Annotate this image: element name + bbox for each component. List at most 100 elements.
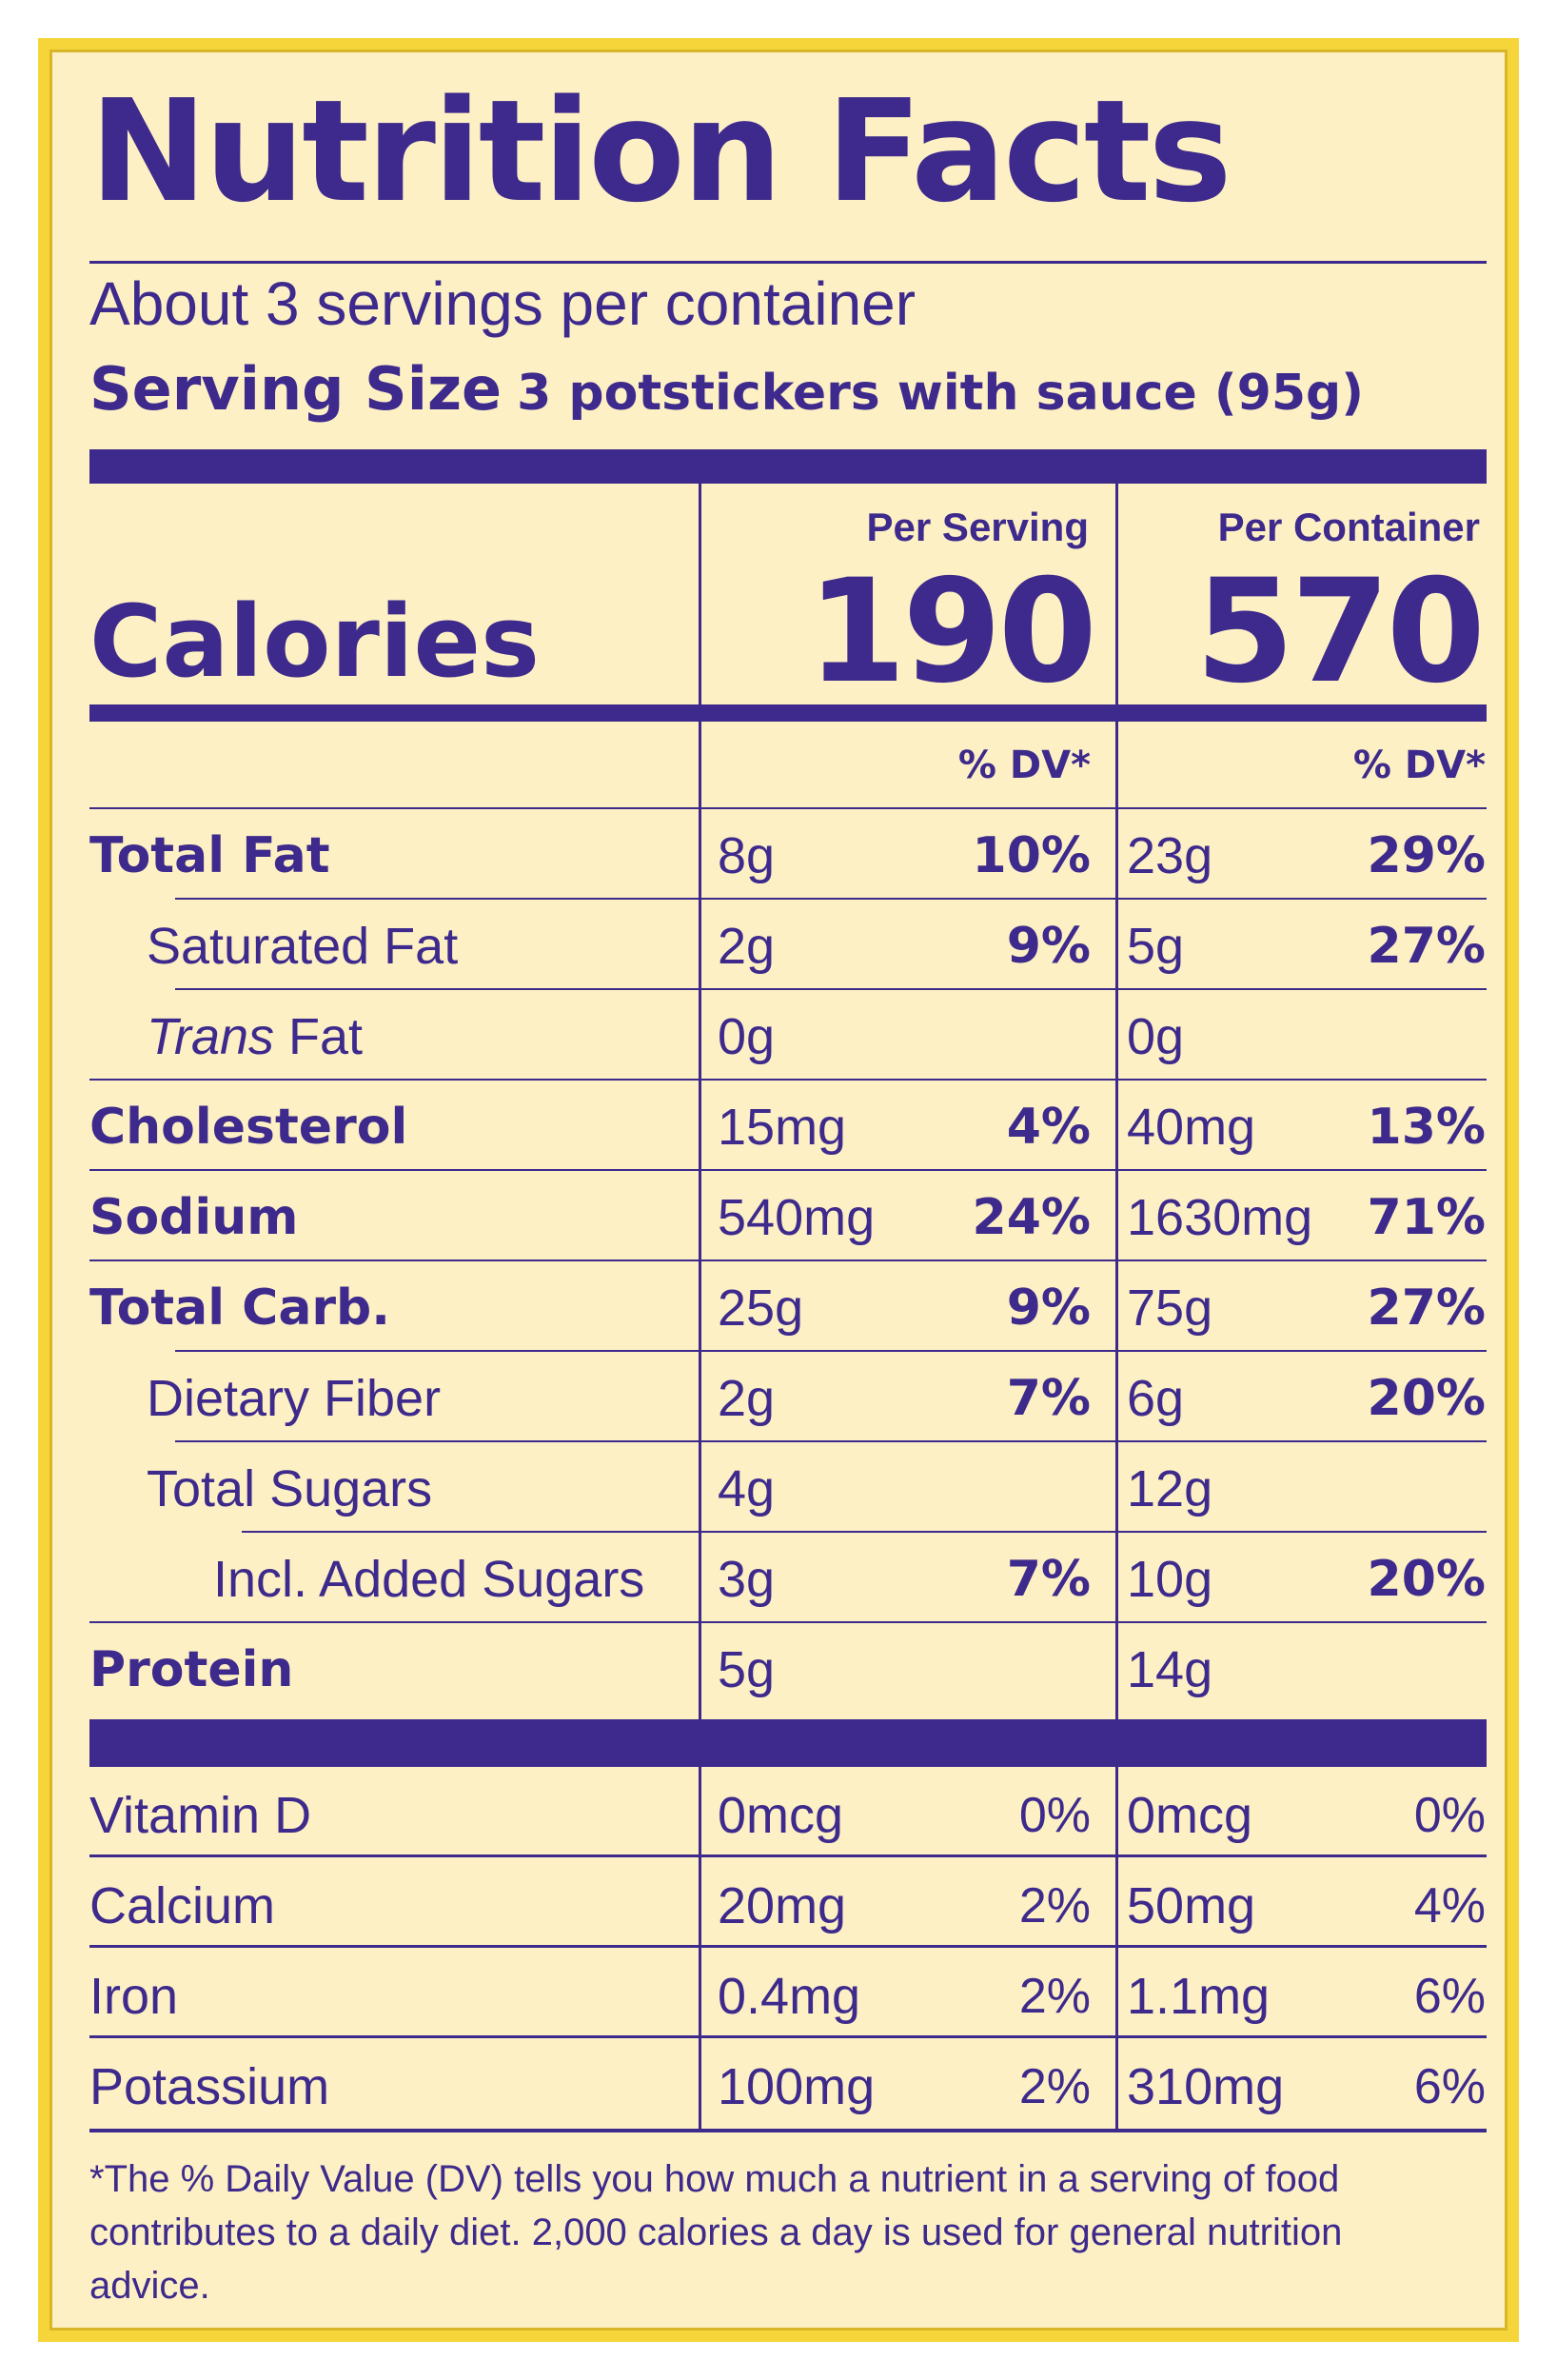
row-divider <box>89 1854 1487 1857</box>
calories-divider <box>89 704 1487 722</box>
vitamin-name: Calcium <box>89 1877 276 1934</box>
nutrient-name: Trans Fat <box>147 994 363 1080</box>
vitamin-serving-amount: 0.4mg <box>718 1968 861 2025</box>
row-divider <box>175 1440 1487 1442</box>
vitamin-serving-dv: 2% <box>1018 1878 1091 1934</box>
thick-divider-top <box>89 449 1487 484</box>
vitamin-serving-dv: 0% <box>1018 1788 1091 1843</box>
nutrient-serving-amount: 15mg <box>718 1099 847 1156</box>
nutrient-row: Dietary Fiber 2g 7% 6g 20% <box>89 1352 1487 1442</box>
vitamin-row: Calcium 20mg 2% 50mg 4% <box>89 1857 1487 1948</box>
vitamin-container-amount: 50mg <box>1127 1877 1256 1934</box>
per-serving-header: Per Serving <box>866 505 1089 549</box>
row-divider <box>89 1945 1487 1948</box>
vitamin-container-amount: 1.1mg <box>1127 1968 1271 2025</box>
row-divider <box>89 1259 1487 1261</box>
nutrient-name-rest: Fat <box>274 1008 364 1065</box>
nutrition-label: Nutrition Facts About 3 servings per con… <box>38 38 1519 2342</box>
nutrient-serving-amount: 8g <box>718 827 776 884</box>
serving-size-value: 3 potstickers with sauce (95g) <box>517 365 1365 422</box>
nutrient-row: Total Fat 8g 10% 23g 29% <box>89 809 1487 900</box>
vitamin-name: Potassium <box>89 2058 330 2115</box>
column-divider-nutrients-2 <box>1115 722 1118 1719</box>
nutrient-container-amount: 5g <box>1127 918 1185 975</box>
nutrient-container-dv: 27% <box>1367 1279 1486 1337</box>
nutrient-row: Total Sugars 4g 12g <box>89 1442 1487 1533</box>
row-divider <box>89 2035 1487 2038</box>
per-container-header: Per Container <box>1217 505 1480 549</box>
footnote-divider <box>89 2129 1487 2132</box>
row-divider <box>89 1169 1487 1171</box>
nutrient-name: Incl. Added Sugars <box>213 1551 645 1608</box>
nutrient-name: Total Fat <box>89 827 330 884</box>
nutrient-row: Trans Fat 0g 0g <box>89 990 1487 1081</box>
nutrient-container-dv: 71% <box>1367 1189 1486 1246</box>
vitamin-container-dv: 6% <box>1413 2059 1486 2114</box>
nutrient-serving-amount: 25g <box>718 1279 804 1337</box>
nutrient-container-amount: 0g <box>1127 1008 1185 1065</box>
nutrient-container-dv: 27% <box>1367 918 1486 975</box>
nutrient-container-dv: 29% <box>1367 827 1486 884</box>
nutrient-container-dv: 20% <box>1367 1370 1486 1427</box>
nutrient-container-amount: 40mg <box>1127 1099 1256 1156</box>
nutrient-name-italic: Trans <box>147 1008 275 1065</box>
serving-size-label: Serving Size <box>89 354 503 424</box>
nutrient-row: Protein 5g 14g <box>89 1623 1487 1714</box>
nutrient-serving-dv: 4% <box>1006 1099 1091 1156</box>
nutrient-name: Total Sugars <box>147 1460 433 1517</box>
vitamin-container-dv: 4% <box>1413 1878 1486 1934</box>
dv-header-container: % DV* <box>1352 744 1486 787</box>
nutrient-container-dv: 20% <box>1367 1551 1486 1608</box>
vitamin-container-dv: 6% <box>1413 1969 1486 2024</box>
vitamin-container-amount: 0mcg <box>1127 1787 1253 1844</box>
nutrient-serving-amount: 4g <box>718 1460 776 1517</box>
nutrient-serving-dv: 9% <box>1006 918 1091 975</box>
column-divider-calories-2 <box>1115 484 1118 704</box>
nutrient-container-dv: 13% <box>1367 1099 1486 1156</box>
vitamin-name: Iron <box>89 1968 179 2025</box>
nutrient-serving-amount: 2g <box>718 1370 776 1427</box>
nutrient-serving-amount: 0g <box>718 1008 776 1065</box>
nutrient-container-amount: 75g <box>1127 1279 1213 1337</box>
dv-header-serving: % DV* <box>957 744 1091 787</box>
vitamin-name: Vitamin D <box>89 1787 312 1844</box>
row-divider <box>242 1531 1487 1533</box>
nutrient-row: Sodium 540mg 24% 1630mg 71% <box>89 1171 1487 1261</box>
column-divider-vitamins-1 <box>699 1767 701 2129</box>
calories-label: Calories <box>89 584 540 700</box>
nutrient-name: Dietary Fiber <box>147 1370 442 1427</box>
nutrient-name: Saturated Fat <box>147 918 459 975</box>
vitamin-row: Iron 0.4mg 2% 1.1mg 6% <box>89 1948 1487 2038</box>
nutrient-container-amount: 14g <box>1127 1641 1213 1698</box>
nutrient-name: Total Carb. <box>89 1279 391 1337</box>
dv-header-divider <box>89 807 1487 809</box>
thick-divider-vitamins <box>89 1719 1487 1767</box>
vitamin-row: Potassium 100mg 2% 310mg 6% <box>89 2038 1487 2129</box>
vitamin-serving-dv: 2% <box>1018 2059 1091 2114</box>
nutrient-serving-amount: 2g <box>718 918 776 975</box>
column-divider-nutrients-1 <box>699 722 701 1719</box>
nutrient-serving-dv: 9% <box>1006 1279 1091 1337</box>
nutrient-serving-amount: 5g <box>718 1641 776 1698</box>
nutrition-label-content: Nutrition Facts About 3 servings per con… <box>89 69 1487 2307</box>
nutrient-row: Incl. Added Sugars 3g 7% 10g 20% <box>89 1533 1487 1623</box>
nutrient-container-amount: 6g <box>1127 1370 1185 1427</box>
vitamin-container-amount: 310mg <box>1127 2058 1285 2115</box>
nutrient-name: Cholesterol <box>89 1099 408 1156</box>
label-title: Nutrition Facts <box>89 69 1232 233</box>
nutrient-row: Total Carb. 25g 9% 75g 27% <box>89 1261 1487 1352</box>
row-divider <box>89 1621 1487 1623</box>
dv-footnote: *The % Daily Value (DV) tells you how mu… <box>89 2158 1343 2307</box>
nutrient-row: Saturated Fat 2g 9% 5g 27% <box>89 900 1487 990</box>
nutrient-row: Cholesterol 15mg 4% 40mg 13% <box>89 1081 1487 1171</box>
column-divider-calories-1 <box>699 484 701 704</box>
nutrient-serving-amount: 540mg <box>718 1189 876 1246</box>
nutrient-name: Sodium <box>89 1189 299 1246</box>
row-divider <box>89 1079 1487 1081</box>
nutrient-container-amount: 1630mg <box>1127 1189 1313 1246</box>
nutrient-container-amount: 23g <box>1127 827 1213 884</box>
vitamin-serving-amount: 100mg <box>718 2058 876 2115</box>
nutrient-name: Protein <box>89 1641 294 1698</box>
nutrient-container-amount: 10g <box>1127 1551 1213 1608</box>
row-divider <box>175 1350 1487 1352</box>
